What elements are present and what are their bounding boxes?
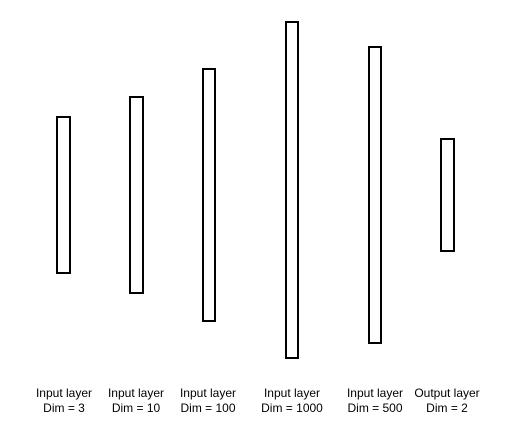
layer-bar-input-dim-100 [202, 68, 216, 322]
layer-bar-input-dim-1000 [285, 21, 299, 359]
layer-bar-input-dim-10 [129, 96, 144, 294]
layer-dim-label: Dim = 500 [347, 401, 402, 415]
layer-bar-output-dim-2 [440, 138, 455, 252]
layer-1: Input layer Dim = 10 [108, 96, 164, 415]
layer-bar-input-dim-500 [368, 46, 382, 344]
layer-0: Input layer Dim = 3 [36, 116, 92, 415]
layer-dim-label: Dim = 3 [43, 401, 85, 415]
layer-name-label: Input layer [108, 386, 164, 400]
layer-3: Input layer Dim = 1000 [261, 21, 323, 415]
layer-2: Input layer Dim = 100 [180, 68, 236, 415]
layer-bar-input-dim-3 [56, 116, 71, 274]
layer-name-label: Input layer [180, 386, 236, 400]
layer-dim-label: Dim = 1000 [261, 401, 323, 415]
layer-name-label: Input layer [36, 386, 92, 400]
layer-name-label: Output layer [414, 386, 479, 400]
layer-dim-label: Dim = 2 [426, 401, 468, 415]
layer-5: Output layer Dim = 2 [414, 138, 480, 415]
layer-name-label: Input layer [264, 386, 320, 400]
layer-name-label: Input layer [347, 386, 403, 400]
layer-dim-label: Dim = 100 [180, 401, 235, 415]
layer-dim-label: Dim = 10 [112, 401, 161, 415]
layer-4: Input layer Dim = 500 [347, 46, 403, 415]
